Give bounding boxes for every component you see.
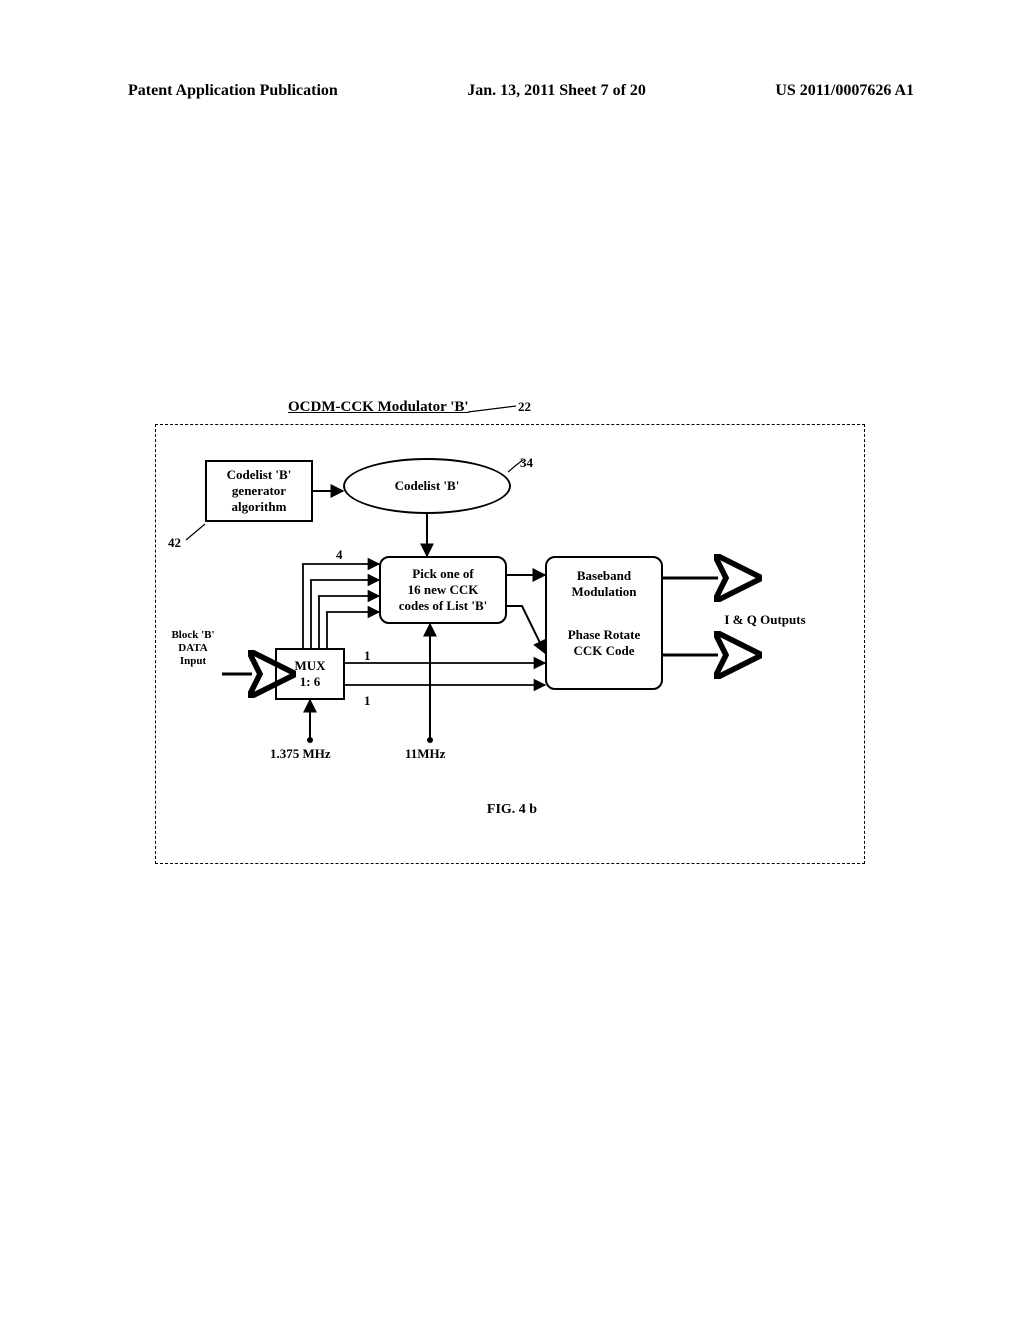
pick-l1: Pick one of: [412, 566, 473, 582]
figure-caption: FIG. 4 b: [0, 802, 1024, 818]
clock-hi-label: 11MHz: [405, 746, 445, 762]
codelist-gen-line1: Codelist 'B': [227, 467, 292, 483]
pick-l2: 16 new CCK: [408, 582, 479, 598]
diagram-title: OCDM-CCK Modulator 'B': [288, 399, 469, 416]
baseband-l2: Modulation: [571, 584, 636, 600]
mux-box: MUX 1: 6: [275, 648, 345, 700]
page-header: Patent Application Publication Jan. 13, …: [128, 82, 914, 100]
header-right: US 2011/0007626 A1: [775, 82, 914, 100]
pick-l3: codes of List 'B': [399, 598, 487, 614]
iq-outputs-label: I & Q Outputs: [715, 612, 815, 628]
ref-22: 22: [518, 399, 531, 415]
codelist-gen-line3: algorithm: [232, 499, 287, 515]
pick-cck-box: Pick one of 16 new CCK codes of List 'B': [379, 556, 507, 624]
mux-l2: 1: 6: [300, 674, 321, 690]
block-b-l2: DATA: [158, 642, 228, 655]
block-b-l3: Input: [158, 655, 228, 668]
phase-l1: Phase Rotate: [568, 627, 641, 643]
codelist-ellipse-label: Codelist 'B': [395, 478, 460, 494]
baseband-phase-box: Baseband Modulation Phase Rotate CCK Cod…: [545, 556, 663, 690]
codelist-ellipse: Codelist 'B': [343, 458, 511, 514]
block-b-l1: Block 'B': [158, 629, 228, 642]
codelist-generator-box: Codelist 'B' generator algorithm: [205, 460, 313, 522]
phase-l2: CCK Code: [573, 643, 634, 659]
block-b-input-label: Block 'B' DATA Input: [158, 629, 228, 669]
bus-1a-label: 1: [364, 648, 371, 664]
bus-4-label: 4: [336, 547, 343, 563]
header-center: Jan. 13, 2011 Sheet 7 of 20: [467, 82, 646, 100]
header-left: Patent Application Publication: [128, 82, 338, 100]
clock-lo-label: 1.375 MHz: [270, 746, 331, 762]
codelist-gen-line2: generator: [232, 483, 286, 499]
mux-l1: MUX: [294, 658, 325, 674]
bus-1b-label: 1: [364, 693, 371, 709]
baseband-l1: Baseband: [577, 568, 631, 584]
